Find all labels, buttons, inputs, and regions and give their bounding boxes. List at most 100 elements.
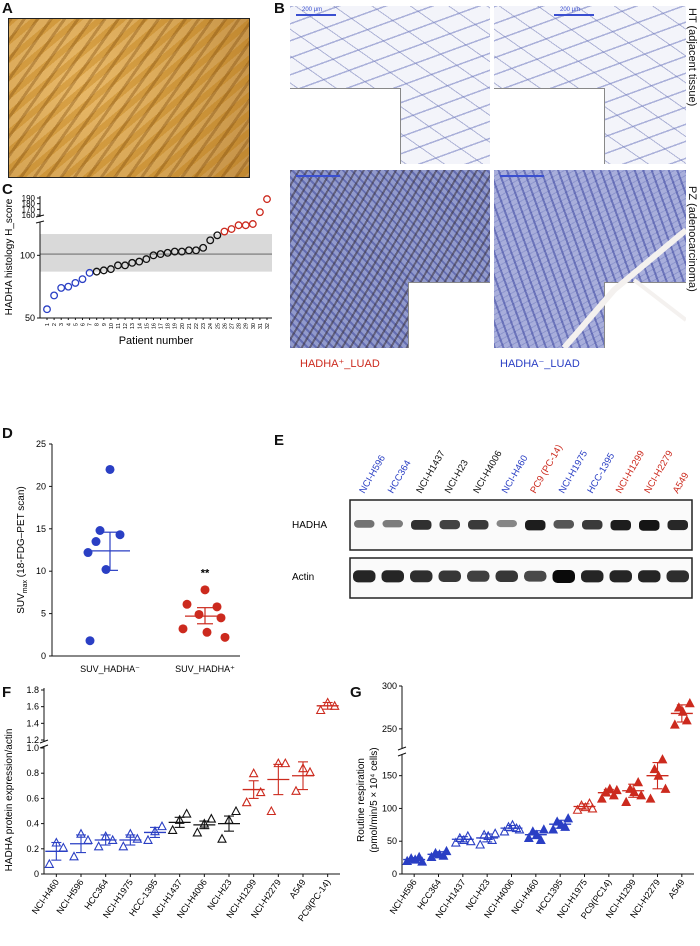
actin-band — [467, 570, 490, 582]
x-tick-label: 5 — [73, 323, 79, 326]
axis-break — [39, 739, 49, 744]
y-tick-label: 1.0 — [26, 743, 39, 753]
hadha-band — [468, 520, 489, 530]
ht-label: HT (adjacent tissue) — [686, 8, 698, 107]
x-tick-label: 30 — [251, 323, 257, 329]
x-tick-label: 23 — [201, 323, 207, 329]
x-tick-label: 25 — [215, 323, 221, 329]
data-point — [99, 266, 108, 275]
data-point — [280, 757, 291, 768]
data-point — [64, 282, 73, 291]
data-point — [200, 585, 210, 595]
y-tick-label: 50 — [387, 836, 397, 846]
y-tick-label: 15 — [36, 524, 46, 534]
y-tick-label: 190 — [22, 194, 36, 203]
x-tick-label: 1 — [45, 323, 51, 326]
hadha-band — [667, 520, 688, 531]
x-tick-label: 6 — [80, 323, 86, 326]
y-tick-label: 20 — [36, 481, 46, 491]
lane-label: NCI-H460 — [500, 453, 531, 495]
hadha-band — [496, 520, 517, 528]
data-point — [548, 824, 559, 834]
hadha-band — [439, 520, 460, 530]
data-point — [71, 278, 80, 287]
data-point — [669, 719, 680, 729]
actin-band — [495, 570, 518, 582]
data-point — [118, 841, 129, 851]
data-point — [121, 261, 130, 270]
y-tick-label: 170 — [22, 205, 36, 214]
hadha-band — [639, 520, 660, 531]
data-point — [241, 221, 250, 230]
y-tick-label: 10 — [36, 566, 46, 576]
y-axis-label: Routine respiration — [356, 758, 367, 842]
y-axis-label: SUVmax (18-FDG–PET scan) — [16, 486, 29, 614]
data-point — [220, 227, 229, 236]
data-point — [182, 599, 192, 609]
data-point — [212, 602, 222, 612]
data-point — [91, 537, 101, 547]
x-tick-label: 10 — [109, 323, 115, 329]
y-tick-label: 300 — [382, 681, 397, 691]
x-tick-label: 14 — [137, 323, 143, 329]
hadha-expression-chart: 00.20.40.60.81.01.21.41.61.8NCI-H460NCI-… — [4, 685, 340, 923]
significance-annotation: ** — [201, 567, 210, 579]
x-tick-label: 21 — [187, 323, 193, 329]
data-point — [69, 851, 79, 861]
data-point — [248, 768, 259, 778]
data-point — [487, 834, 498, 844]
y-tick-label: 0.2 — [26, 844, 39, 854]
lane-label: NCI-H23 — [443, 458, 471, 496]
data-point — [93, 841, 104, 851]
data-point — [101, 565, 111, 575]
x-tick-label: 13 — [130, 323, 136, 329]
data-point — [85, 268, 94, 277]
lane-label: NCI-H596 — [357, 453, 388, 495]
data-point — [645, 793, 656, 803]
data-point — [167, 824, 178, 834]
data-point — [255, 208, 264, 217]
data-point — [523, 832, 534, 842]
data-point — [315, 704, 326, 715]
data-point — [417, 856, 428, 866]
x-tick-label: SUV_HADHA⁺ — [175, 664, 235, 674]
data-point — [156, 250, 165, 259]
data-point — [157, 820, 167, 831]
y-tick-label: 0 — [392, 869, 397, 879]
data-point — [149, 251, 158, 260]
x-tick-label: 16 — [151, 323, 157, 329]
axis-break — [397, 746, 407, 751]
lane-label: HCC-1395 — [585, 451, 617, 495]
data-point — [552, 816, 563, 826]
data-point — [199, 243, 208, 252]
actin-blot-box — [349, 557, 693, 599]
data-point — [115, 530, 125, 540]
x-tick-label: 24 — [208, 323, 214, 329]
data-point — [128, 258, 137, 267]
data-point — [538, 824, 549, 834]
y-tick-label: 1.6 — [26, 702, 39, 712]
x-tick-label: 2 — [52, 323, 58, 326]
x-tick-label: 20 — [180, 323, 186, 329]
actin-band — [381, 570, 404, 583]
data-point — [194, 609, 204, 619]
data-point — [105, 464, 115, 474]
data-point — [241, 797, 252, 807]
actin-band — [609, 570, 632, 583]
data-point — [255, 786, 266, 797]
ihc-micrograph-a — [8, 18, 250, 178]
hadha-pos-label: HADHA⁺_LUAD — [300, 358, 380, 370]
data-point — [660, 783, 671, 793]
data-point — [629, 786, 640, 797]
data-point — [514, 824, 525, 834]
data-point — [85, 636, 95, 646]
x-tick-label: SUV_HADHA⁻ — [80, 664, 140, 674]
data-point — [135, 257, 144, 266]
data-point — [490, 828, 501, 838]
x-tick-label: A549 — [287, 877, 307, 900]
data-point — [608, 790, 619, 800]
y-axis-label-units: (pmol/min/5 × 10⁴ cells) — [369, 747, 380, 852]
ht-neg-micrograph: 200 μm — [290, 6, 490, 164]
x-tick-label: 29 — [244, 323, 250, 329]
